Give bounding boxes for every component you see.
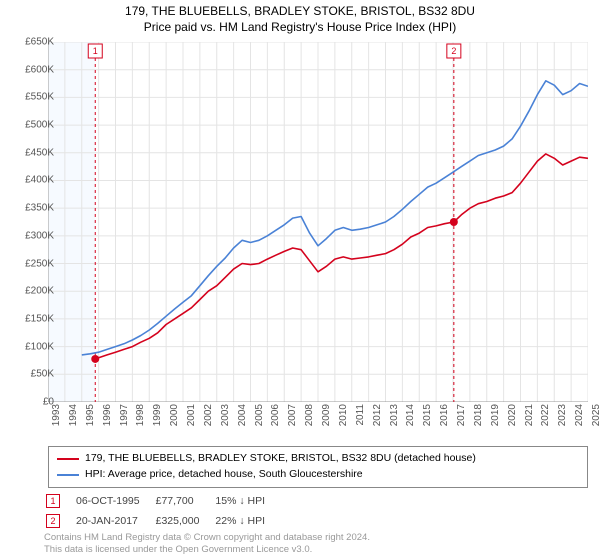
y-tick-label: £250K [25,258,54,269]
marker-badge: 2 [46,514,60,528]
footer-line: Contains HM Land Registry data © Crown c… [44,532,370,544]
x-tick-label: 2019 [490,404,501,426]
x-tick-label: 2010 [338,404,349,426]
x-tick-label: 2017 [456,404,467,426]
legend-swatch [57,474,79,476]
x-tick-label: 2011 [355,404,366,426]
chart-svg: 12 [48,42,588,402]
footer-note: Contains HM Land Registry data © Crown c… [44,532,370,556]
x-tick-label: 2021 [524,404,535,426]
legend: 179, THE BLUEBELLS, BRADLEY STOKE, BRIST… [48,446,588,488]
x-tick-label: 1996 [102,404,113,426]
x-tick-label: 2005 [254,404,265,426]
x-tick-label: 2006 [270,404,281,426]
y-tick-label: £150K [25,313,54,324]
y-tick-label: £600K [25,64,54,75]
x-tick-label: 2001 [186,404,197,426]
y-tick-label: £200K [25,286,54,297]
legend-label: 179, THE BLUEBELLS, BRADLEY STOKE, BRIST… [85,451,476,467]
y-tick-label: £100K [25,341,54,352]
marker-price: £325,000 [156,512,214,530]
x-tick-label: 2023 [557,404,568,426]
title-address: 179, THE BLUEBELLS, BRADLEY STOKE, BRIST… [0,4,600,18]
table-row: 2 20-JAN-2017 £325,000 22% ↓ HPI [46,512,279,530]
y-tick-label: £50K [31,369,54,380]
x-tick-label: 2025 [591,404,600,426]
legend-label: HPI: Average price, detached house, Sout… [85,467,363,483]
y-tick-label: £300K [25,230,54,241]
titles: 179, THE BLUEBELLS, BRADLEY STOKE, BRIST… [0,0,600,34]
x-tick-label: 2024 [574,404,585,426]
marker-table: 1 06-OCT-1995 £77,700 15% ↓ HPI 2 20-JAN… [44,490,281,532]
chart-container: 179, THE BLUEBELLS, BRADLEY STOKE, BRIST… [0,0,600,560]
marker-diff: 15% ↓ HPI [215,492,279,510]
x-tick-label: 2007 [287,404,298,426]
y-tick-label: £350K [25,203,54,214]
title-subtitle: Price paid vs. HM Land Registry's House … [0,20,600,34]
table-row: 1 06-OCT-1995 £77,700 15% ↓ HPI [46,492,279,510]
x-tick-label: 2015 [422,404,433,426]
x-tick-label: 2016 [439,404,450,426]
x-tick-label: 2003 [220,404,231,426]
x-tick-label: 2018 [473,404,484,426]
footer-line: This data is licensed under the Open Gov… [44,544,370,556]
legend-swatch [57,458,79,460]
x-tick-label: 1994 [68,404,79,426]
y-tick-label: £550K [25,92,54,103]
x-tick-label: 2000 [169,404,180,426]
x-tick-label: 1998 [135,404,146,426]
x-tick-label: 2020 [507,404,518,426]
x-tick-label: 2002 [203,404,214,426]
x-tick-label: 1995 [85,404,96,426]
svg-text:2: 2 [451,46,456,56]
legend-row: HPI: Average price, detached house, Sout… [57,467,579,483]
x-tick-label: 1997 [119,404,130,426]
marker-date: 20-JAN-2017 [76,512,154,530]
marker-date: 06-OCT-1995 [76,492,154,510]
svg-text:1: 1 [93,46,98,56]
x-tick-label: 2009 [321,404,332,426]
y-tick-label: £400K [25,175,54,186]
y-tick-label: £450K [25,147,54,158]
x-tick-label: 2013 [389,404,400,426]
y-tick-label: £650K [25,37,54,48]
y-tick-label: £500K [25,120,54,131]
marker-badge: 1 [46,494,60,508]
x-tick-label: 2012 [372,404,383,426]
x-tick-label: 2004 [237,404,248,426]
x-tick-label: 1999 [152,404,163,426]
legend-row: 179, THE BLUEBELLS, BRADLEY STOKE, BRIST… [57,451,579,467]
marker-price: £77,700 [156,492,214,510]
x-tick-label: 2014 [405,404,416,426]
x-tick-label: 2008 [304,404,315,426]
marker-diff: 22% ↓ HPI [215,512,279,530]
x-tick-label: 1993 [51,404,62,426]
x-tick-label: 2022 [540,404,551,426]
